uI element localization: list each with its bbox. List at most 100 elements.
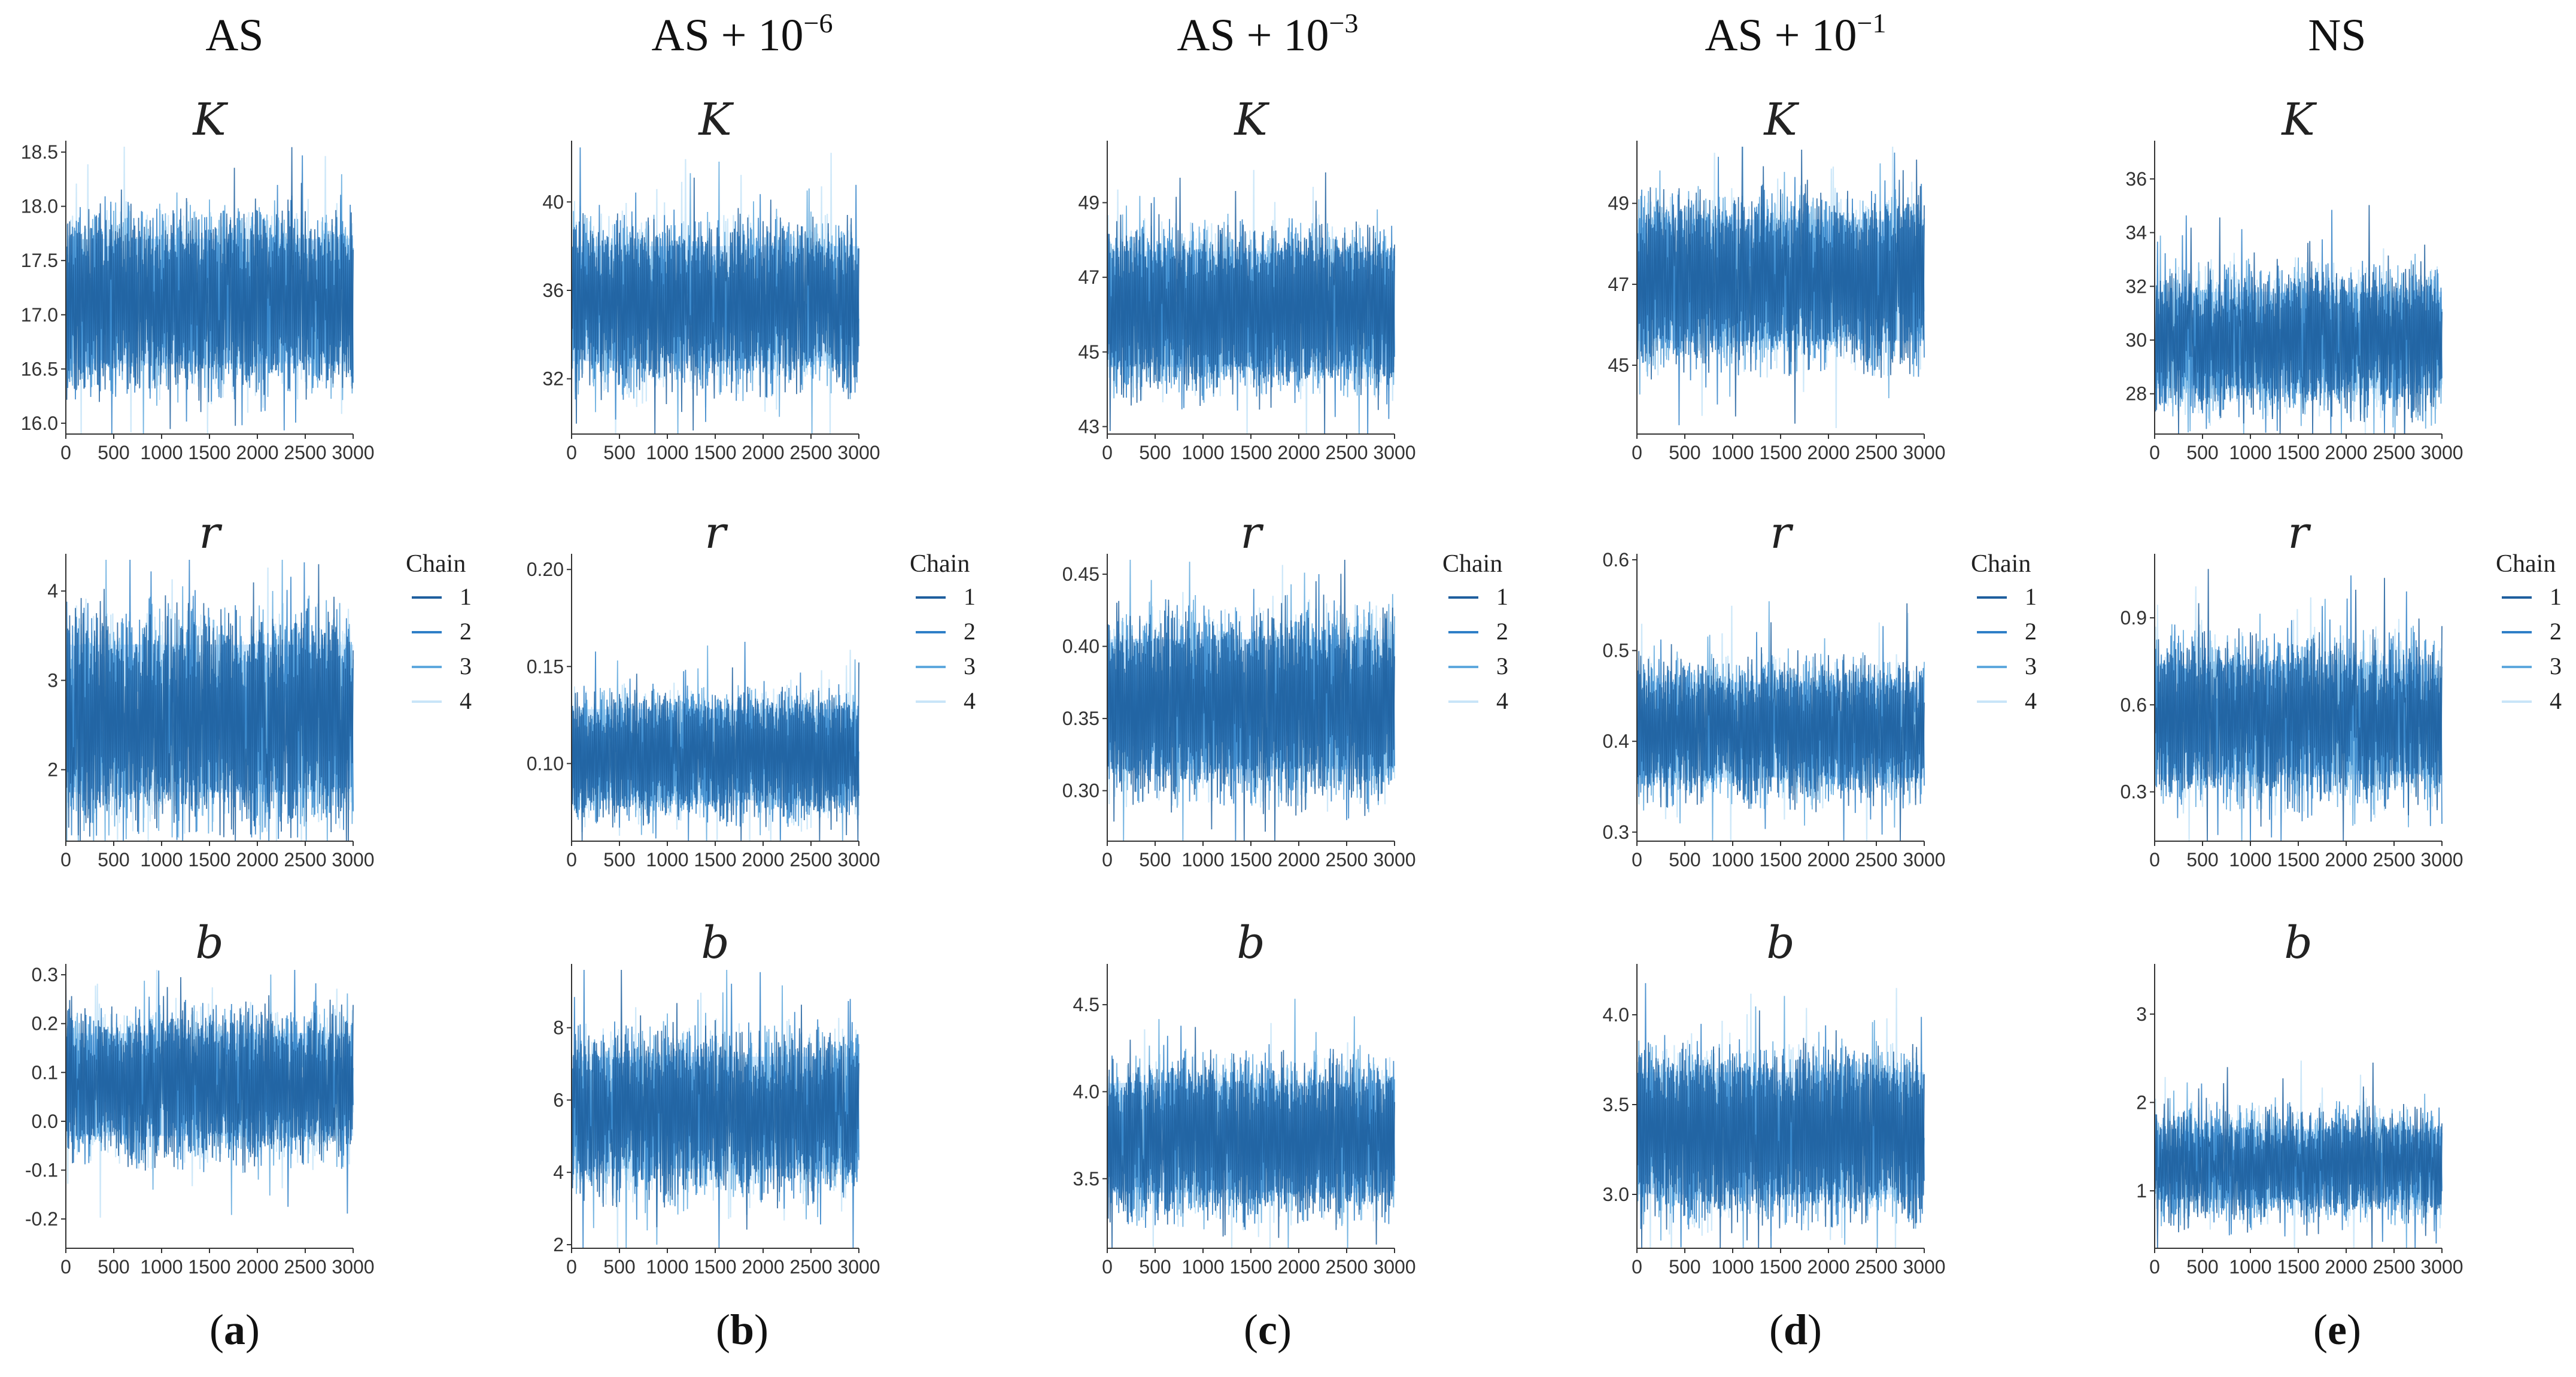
chain-1-trace: [1636, 1010, 1925, 1249]
y-tick-label: 3: [2136, 1003, 2147, 1025]
x-tick-label: 0: [60, 1256, 71, 1278]
column-title-sup: −6: [803, 8, 833, 38]
x-tick-label: 0: [60, 849, 71, 871]
x-tick-label: 1000: [646, 1256, 688, 1278]
legend-title: Chain: [406, 550, 466, 578]
y-tick-label: 6: [553, 1089, 564, 1111]
y-tick-label: 36: [2125, 168, 2147, 190]
x-tick-label: 0: [60, 442, 71, 463]
x-tick-label: 500: [2186, 442, 2218, 463]
chain-legend: Chain 1 2 3 4: [406, 550, 472, 714]
x-tick-label: 500: [98, 849, 129, 871]
x-tick-label: 1000: [646, 442, 688, 463]
chain-1-trace: [1107, 172, 1395, 435]
chain-2-trace: [571, 969, 859, 1249]
x-tick-label: 3000: [837, 1256, 880, 1278]
y-tick-label: 0.6: [2121, 694, 2147, 715]
chain-1-trace: [1636, 603, 1925, 842]
y-tick-label: 32: [542, 368, 564, 390]
parameter-title: K: [2280, 94, 2317, 145]
x-tick-label: 2500: [1855, 849, 1897, 871]
parameter-title: b: [701, 917, 729, 969]
x-tick-label: 2500: [1325, 442, 1368, 463]
legend-title: Chain: [1971, 550, 2031, 578]
parameter-title: K: [697, 94, 734, 145]
y-tick-label: 0.2: [32, 1013, 58, 1035]
legend-title: Chain: [1442, 550, 1502, 578]
x-tick-label: 2500: [1855, 442, 1897, 463]
trace-panel-e-b: b 1 2 3 0 500 1000 1500 2000 2500 3000: [2136, 917, 2463, 1278]
trace-panel-a-b: b -0.2 -0.1 0.0 0.1 0.2 0.3 0 500 1000 1500 2000 250…: [25, 917, 375, 1278]
y-tick-label: 43: [1078, 416, 1099, 438]
trace-panel-b-r: r 0.10 0.15 0.20 0 500 1000 1500 2000 2500 3000: [527, 507, 880, 871]
x-tick-label: 500: [2186, 1256, 2218, 1278]
y-tick-label: 18.0: [21, 196, 58, 217]
x-tick-label: 2000: [742, 442, 784, 463]
legend-title: Chain: [910, 550, 970, 578]
x-tick-label: 1000: [2229, 1256, 2271, 1278]
x-tick-label: 1000: [1711, 1256, 1754, 1278]
legend-label-chain-1: 1: [964, 583, 976, 610]
x-tick-label: 2000: [2325, 849, 2367, 871]
x-tick-label: 500: [603, 442, 635, 463]
y-tick-label: 47: [1078, 266, 1099, 288]
x-tick-label: 0: [566, 1256, 577, 1278]
chain-1-trace: [2154, 205, 2443, 435]
trace-panel-d-b: b 3.0 3.5 4.0 0 500 1000 1500 2000 2500 3000: [1603, 917, 1946, 1278]
parameter-title: b: [1766, 917, 1794, 969]
x-tick-label: 2000: [236, 849, 278, 871]
y-tick-label: 0.5: [1603, 640, 1629, 662]
parameter-title: b: [2284, 917, 2312, 969]
x-tick-label: 1000: [140, 442, 183, 463]
x-tick-label: 2500: [789, 849, 832, 871]
chain-2-trace: [2154, 210, 2443, 435]
trace-panel-c-K: K 43 45 47 49 0 500 1000 1500 2000 2500 3000: [1078, 94, 1415, 463]
x-tick-label: 1500: [1759, 442, 1802, 463]
x-tick-label: 1000: [1711, 849, 1754, 871]
y-tick-label: 0.45: [1062, 563, 1099, 585]
legend-label-chain-2: 2: [460, 618, 472, 645]
y-tick-label: 49: [1608, 193, 1629, 214]
x-tick-label: 0: [1632, 442, 1642, 463]
chain-1-trace: [1107, 1027, 1395, 1249]
x-tick-label: 0: [1632, 1256, 1642, 1278]
trace-panel-c-r: r 0.30 0.35 0.40 0.45 0 500 1000 1500 2000 2500 300…: [1062, 507, 1416, 871]
chain-2-trace: [1107, 197, 1395, 435]
x-tick-label: 3000: [2420, 442, 2463, 463]
trace-panel-e-K: K 28 30 32 34 36 0 500 1000 1500 2000 2500 3000: [2125, 94, 2463, 463]
x-tick-label: 0: [1102, 1256, 1113, 1278]
parameter-title: r: [1770, 507, 1794, 559]
y-tick-label: 0.10: [527, 753, 564, 774]
x-tick-label: 0: [2149, 849, 2160, 871]
x-tick-label: 2000: [2325, 1256, 2367, 1278]
x-tick-label: 2500: [2373, 442, 2415, 463]
panel-letter: d: [1783, 1306, 1808, 1354]
y-tick-label: 0.3: [32, 964, 58, 985]
x-tick-label: 1000: [140, 1256, 183, 1278]
y-tick-label: 4.0: [1603, 1004, 1629, 1026]
chain-2-trace: [1636, 983, 1925, 1249]
chain-legend: Chain 1 2 3 4: [910, 550, 976, 714]
chain-2-trace: [65, 969, 354, 1214]
x-tick-label: 500: [1669, 442, 1700, 463]
x-tick-label: 2500: [789, 442, 832, 463]
x-tick-label: 2000: [1807, 1256, 1849, 1278]
x-tick-label: 2500: [1325, 1256, 1368, 1278]
column-title-sup: −3: [1329, 8, 1359, 38]
column-title-sup: −1: [1857, 8, 1887, 38]
y-tick-label: -0.1: [25, 1159, 58, 1181]
parameter-title: K: [1233, 94, 1269, 145]
legend-label-chain-3: 3: [964, 653, 976, 680]
chain-2-trace: [1636, 152, 1925, 426]
trace-panel-a-K: K 16.0 16.5 17.0 17.5 18.0 18.5 0 500 1000 1500 200…: [21, 94, 375, 463]
x-tick-label: 500: [603, 849, 635, 871]
trace-plot-figure: K16.016.517.017.518.018.50 500 1000 1500 200…: [21, 94, 2562, 1278]
chain-2-trace: [1107, 574, 1395, 842]
panel-label-a: (a): [209, 1306, 260, 1354]
x-tick-label: 1500: [188, 849, 230, 871]
panel-letter: c: [1258, 1306, 1277, 1354]
column-title-as-1e-3: AS + 10−3: [1177, 7, 1359, 62]
chain-legend: Chain 1 2 3 4: [1971, 550, 2037, 714]
x-tick-label: 1500: [2277, 1256, 2319, 1278]
chain-1-trace: [571, 662, 859, 842]
